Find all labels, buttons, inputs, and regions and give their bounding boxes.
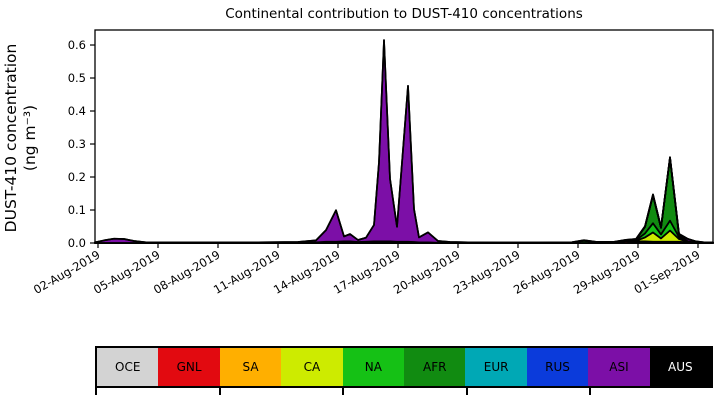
legend-item-label: GNL — [176, 360, 202, 374]
x-tick-label: 26-Aug-2019 — [511, 247, 582, 296]
x-tick-label: 05-Aug-2019 — [91, 247, 162, 296]
legend-item-label: EUR — [483, 360, 509, 374]
legend-item-NA: NA — [342, 348, 405, 386]
x-tick-label: 29-Aug-2019 — [571, 247, 642, 296]
legend-item-EUR: EUR — [465, 348, 527, 386]
x-tick-label: 02-Aug-2019 — [31, 247, 102, 296]
y-tick-label: 0.3 — [68, 137, 86, 151]
legend-item-SA: SA — [219, 348, 282, 386]
x-tick-label: 08-Aug-2019 — [151, 247, 222, 296]
legend-item-AFR: AFR — [404, 348, 466, 386]
chart-title: Continental contribution to DUST-410 con… — [225, 6, 583, 22]
y-tick-label: 0.2 — [68, 170, 86, 184]
y-tick-label: 0.6 — [68, 38, 86, 52]
x-tick-label: 17-Aug-2019 — [331, 247, 402, 296]
legend-item-label: CA — [303, 360, 321, 374]
y-tick-label: 0.1 — [68, 203, 86, 217]
legend-item-label: NA — [364, 360, 382, 374]
legend-item-label: RUS — [545, 360, 570, 374]
legend-item-GNL: GNL — [158, 348, 220, 386]
legend-item-label: OCE — [115, 360, 141, 374]
legend-axis-tick — [465, 388, 468, 395]
stacked-area-plot: 0.0 0.1 0.2 0.3 0.4 0.5 0.6 02-Aug-201905-Aug-2… — [31, 29, 714, 297]
legend-item-label: SA — [242, 360, 259, 374]
legend-item-label: ASI — [609, 360, 629, 374]
legend-item-RUS: RUS — [526, 348, 589, 386]
legend-axis-tick — [95, 388, 97, 395]
x-tick-label: 11-Aug-2019 — [211, 247, 282, 296]
y-tick-label: 0.5 — [68, 71, 86, 85]
legend-axis-tick — [589, 388, 592, 395]
legend-item-label: AUS — [668, 360, 693, 374]
legend-item-label: AFR — [423, 360, 447, 374]
legend-axis-ticks — [95, 388, 713, 396]
legend-item-CA: CA — [281, 348, 343, 386]
axes-frame — [94, 29, 714, 244]
y-tick-label: 0.0 — [68, 236, 86, 250]
x-tick-label: 01-Sep-2019 — [632, 247, 703, 296]
y-tick-label: 0.4 — [68, 104, 86, 118]
legend-item-ASI: ASI — [588, 348, 650, 386]
legend-item-AUS: AUS — [649, 348, 712, 386]
legend-axis-tick — [218, 388, 221, 395]
legend-bar: OCE GNL SA CA NA AFR EUR RUS ASI AUS — [95, 346, 713, 388]
x-tick-label: 20-Aug-2019 — [391, 247, 462, 296]
x-tick-label: 23-Aug-2019 — [451, 247, 522, 296]
x-tick-label: 14-Aug-2019 — [271, 247, 342, 296]
legend-axis-tick — [342, 388, 345, 395]
legend-item-OCE: OCE — [97, 348, 159, 386]
